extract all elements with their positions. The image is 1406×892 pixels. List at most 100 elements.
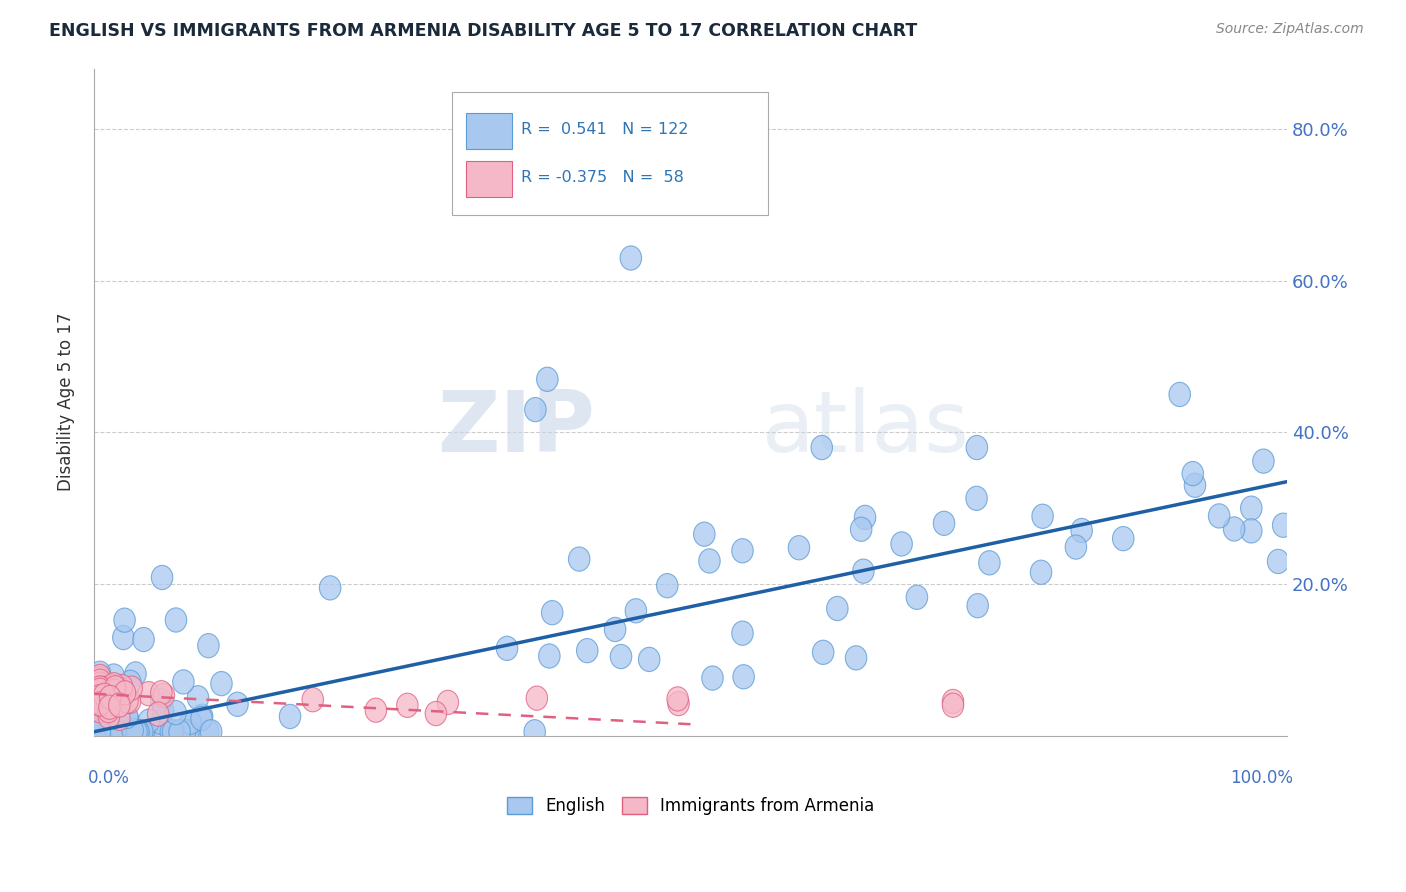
Ellipse shape xyxy=(1240,519,1263,543)
Ellipse shape xyxy=(173,670,194,694)
Ellipse shape xyxy=(1184,473,1206,498)
Ellipse shape xyxy=(789,535,810,560)
Ellipse shape xyxy=(98,695,121,719)
Ellipse shape xyxy=(366,698,387,723)
Ellipse shape xyxy=(496,636,517,660)
Text: ENGLISH VS IMMIGRANTS FROM ARMENIA DISABILITY AGE 5 TO 17 CORRELATION CHART: ENGLISH VS IMMIGRANTS FROM ARMENIA DISAB… xyxy=(49,22,918,40)
Ellipse shape xyxy=(91,692,112,716)
Ellipse shape xyxy=(105,693,127,717)
Ellipse shape xyxy=(98,720,120,744)
Ellipse shape xyxy=(153,683,174,707)
Ellipse shape xyxy=(967,593,988,618)
Ellipse shape xyxy=(666,687,689,711)
Ellipse shape xyxy=(150,689,172,713)
Ellipse shape xyxy=(211,672,232,696)
Ellipse shape xyxy=(117,704,138,729)
Ellipse shape xyxy=(91,678,112,702)
Ellipse shape xyxy=(966,486,987,510)
Ellipse shape xyxy=(89,684,111,709)
Ellipse shape xyxy=(89,678,111,702)
Ellipse shape xyxy=(166,607,187,632)
Ellipse shape xyxy=(1253,449,1274,474)
Ellipse shape xyxy=(152,698,174,723)
Ellipse shape xyxy=(1182,461,1204,486)
Ellipse shape xyxy=(122,718,143,742)
Ellipse shape xyxy=(526,686,547,710)
Ellipse shape xyxy=(89,681,111,706)
Ellipse shape xyxy=(110,679,132,703)
Ellipse shape xyxy=(907,585,928,609)
Ellipse shape xyxy=(1032,504,1053,528)
Ellipse shape xyxy=(702,666,723,690)
Ellipse shape xyxy=(813,640,834,665)
Ellipse shape xyxy=(105,720,128,744)
Ellipse shape xyxy=(94,683,115,707)
Ellipse shape xyxy=(89,676,111,700)
Ellipse shape xyxy=(538,644,560,668)
Ellipse shape xyxy=(121,676,142,700)
Ellipse shape xyxy=(541,600,562,624)
Ellipse shape xyxy=(100,690,121,715)
Ellipse shape xyxy=(852,559,875,583)
Ellipse shape xyxy=(568,547,591,571)
Ellipse shape xyxy=(942,690,963,714)
Ellipse shape xyxy=(657,574,678,598)
Ellipse shape xyxy=(90,692,111,716)
Ellipse shape xyxy=(110,720,131,744)
Ellipse shape xyxy=(98,720,121,744)
Ellipse shape xyxy=(851,517,872,541)
Ellipse shape xyxy=(626,599,647,623)
Ellipse shape xyxy=(302,688,323,712)
Ellipse shape xyxy=(177,720,200,744)
Ellipse shape xyxy=(180,713,201,737)
Bar xyxy=(451,92,768,215)
Ellipse shape xyxy=(576,639,598,663)
Ellipse shape xyxy=(425,701,447,726)
Ellipse shape xyxy=(112,625,134,649)
Ellipse shape xyxy=(108,692,129,716)
Ellipse shape xyxy=(120,670,141,695)
Ellipse shape xyxy=(162,720,184,744)
Ellipse shape xyxy=(1112,526,1135,550)
Ellipse shape xyxy=(138,709,160,733)
Text: atlas: atlas xyxy=(762,387,970,470)
Ellipse shape xyxy=(111,685,132,709)
Ellipse shape xyxy=(114,681,136,705)
Ellipse shape xyxy=(103,664,125,688)
Ellipse shape xyxy=(89,665,111,689)
Ellipse shape xyxy=(107,680,128,704)
Ellipse shape xyxy=(101,720,124,744)
Ellipse shape xyxy=(111,674,132,698)
Ellipse shape xyxy=(105,720,127,744)
Ellipse shape xyxy=(934,511,955,535)
Ellipse shape xyxy=(120,690,141,714)
Ellipse shape xyxy=(1267,549,1289,574)
Ellipse shape xyxy=(112,686,134,710)
Ellipse shape xyxy=(110,688,131,713)
Ellipse shape xyxy=(89,666,111,690)
Ellipse shape xyxy=(891,532,912,556)
Ellipse shape xyxy=(89,681,111,705)
Ellipse shape xyxy=(280,705,301,729)
Ellipse shape xyxy=(98,698,120,723)
Ellipse shape xyxy=(98,705,120,729)
Ellipse shape xyxy=(91,720,114,744)
Ellipse shape xyxy=(108,706,131,731)
Ellipse shape xyxy=(731,621,754,645)
Ellipse shape xyxy=(524,720,546,744)
Text: R = -0.375   N =  58: R = -0.375 N = 58 xyxy=(522,169,683,185)
Ellipse shape xyxy=(169,720,190,744)
Ellipse shape xyxy=(187,686,208,710)
Ellipse shape xyxy=(117,690,138,714)
Ellipse shape xyxy=(197,720,219,744)
Ellipse shape xyxy=(733,665,755,689)
Ellipse shape xyxy=(1071,518,1092,542)
Ellipse shape xyxy=(89,676,111,700)
Ellipse shape xyxy=(524,398,546,422)
Ellipse shape xyxy=(731,539,754,563)
Ellipse shape xyxy=(668,691,689,715)
Ellipse shape xyxy=(118,720,141,744)
Ellipse shape xyxy=(198,633,219,657)
Ellipse shape xyxy=(89,690,111,714)
Ellipse shape xyxy=(620,246,641,270)
